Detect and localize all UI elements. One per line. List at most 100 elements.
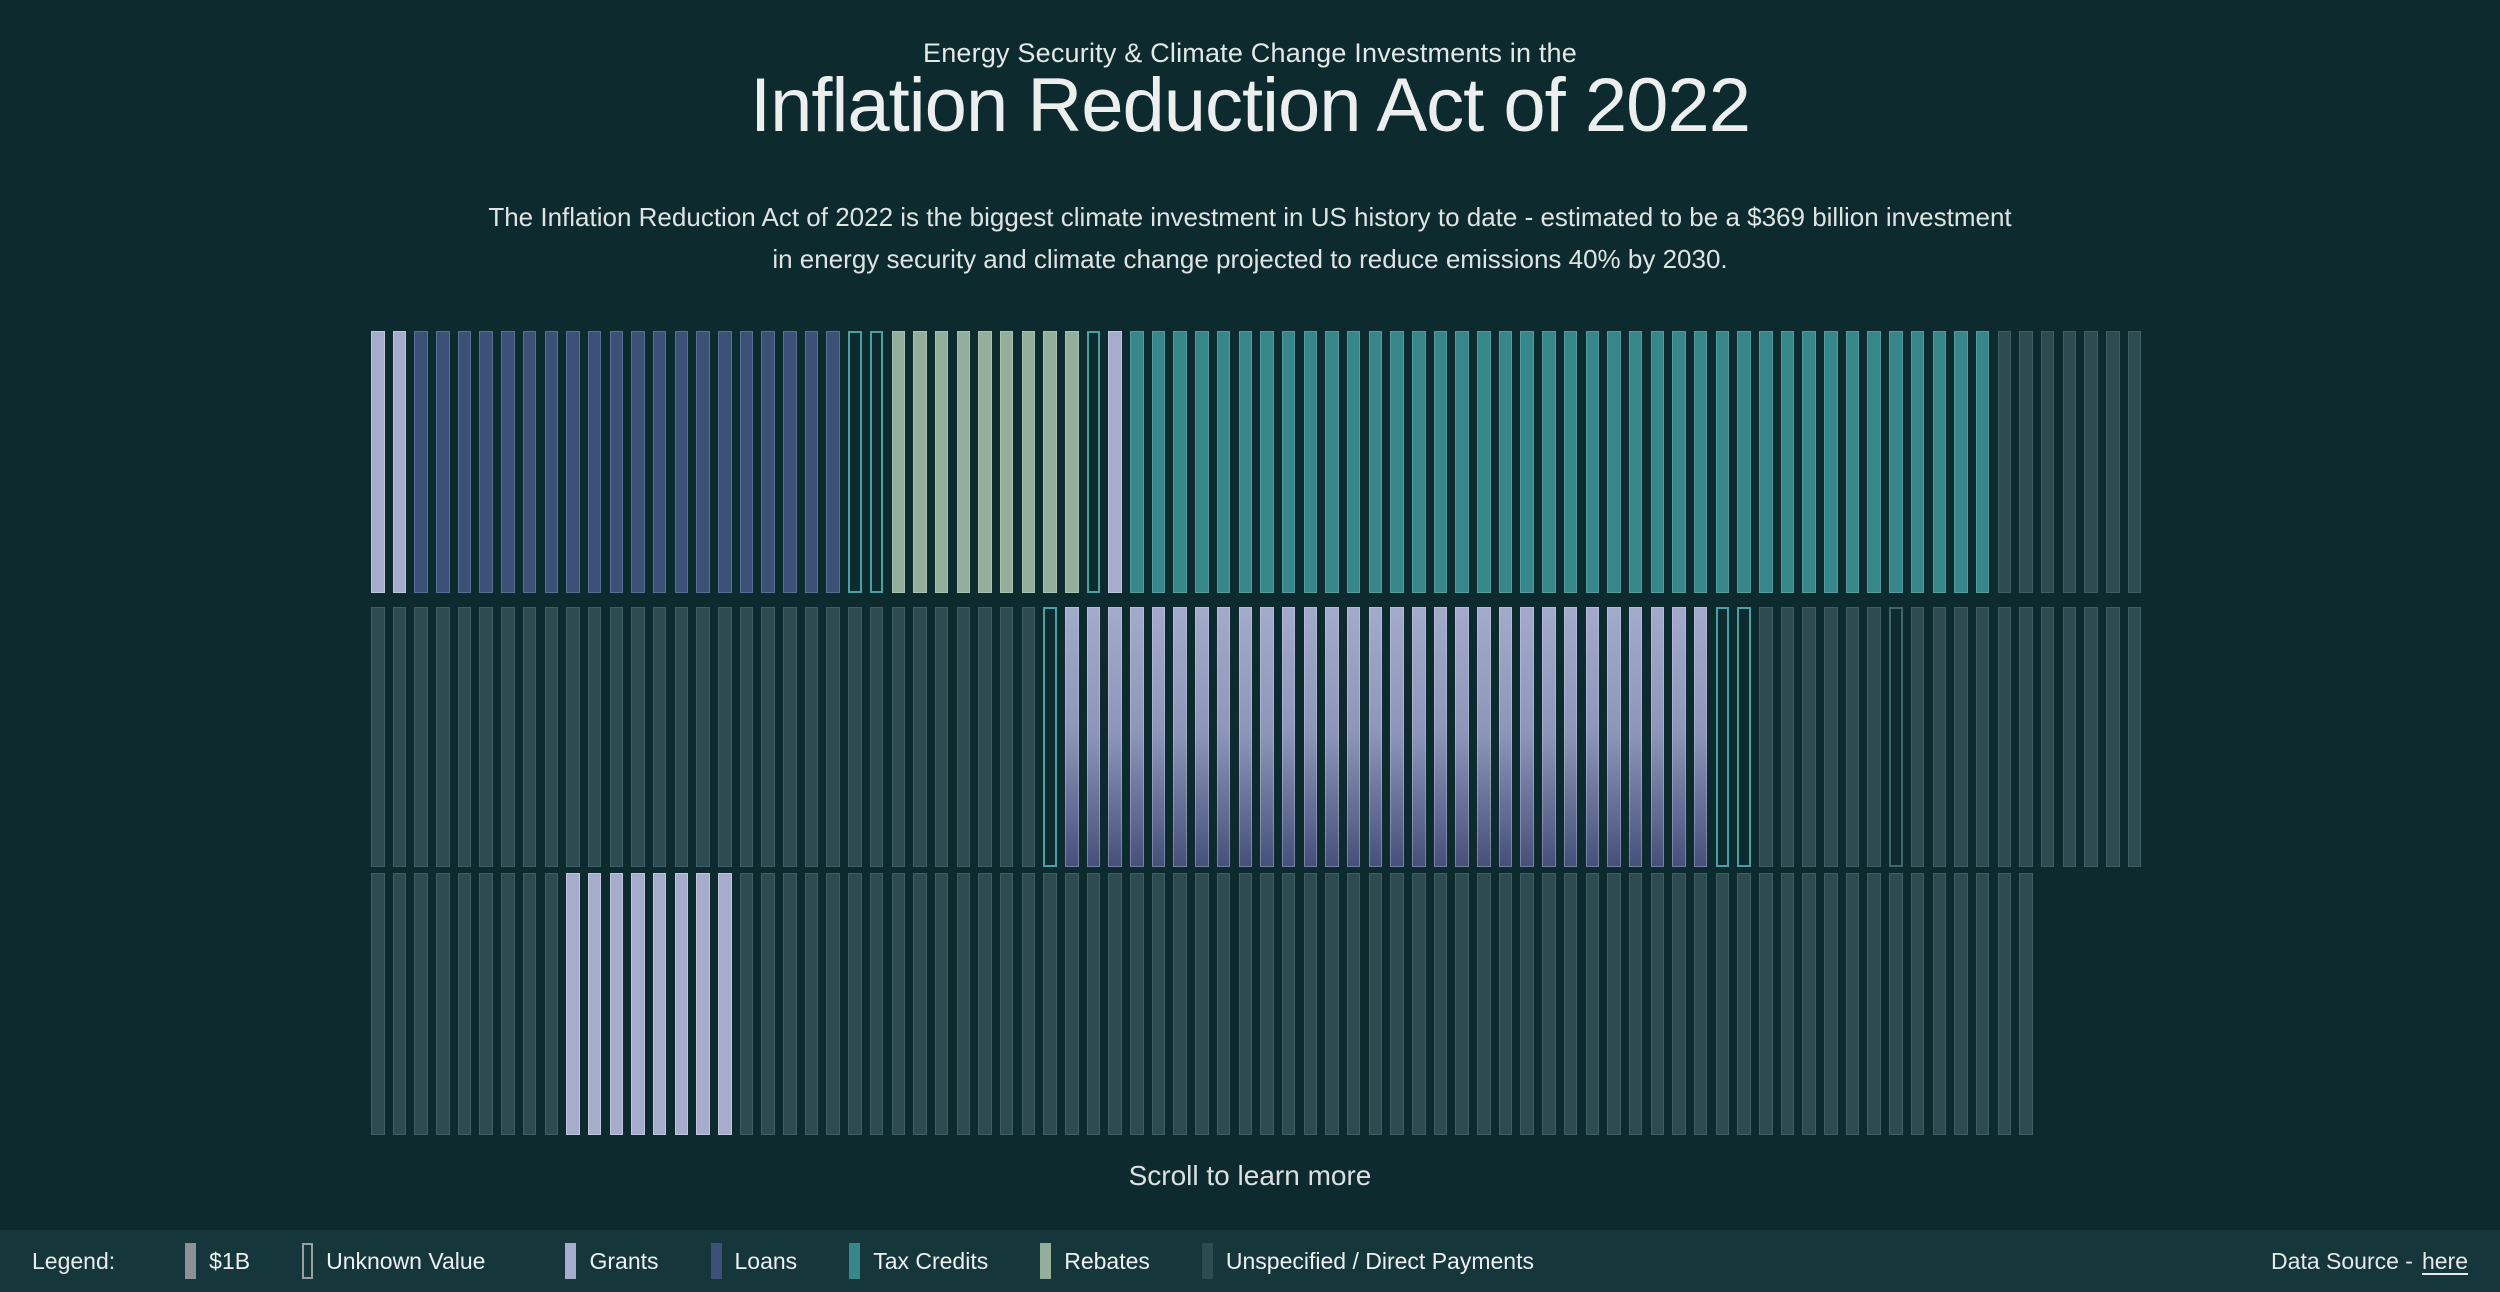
bar-tax_credits[interactable]: [1260, 331, 1274, 593]
bar-grants[interactable]: [371, 331, 385, 593]
bar-loans[interactable]: [587, 331, 602, 593]
bar-tax_credits[interactable]: [1173, 331, 1187, 593]
bar-tax_credits[interactable]: [1325, 331, 1339, 593]
bar-unspecified[interactable]: [1910, 873, 1925, 1135]
bar-grants_gradient[interactable]: [1520, 607, 1534, 867]
bar-tax_credits[interactable]: [1824, 331, 1838, 593]
bar-unspecified[interactable]: [2062, 607, 2077, 867]
bar-unspecified[interactable]: [1715, 873, 1730, 1135]
bar-unspecified[interactable]: [2040, 331, 2055, 593]
bar-loans[interactable]: [696, 331, 710, 593]
bar-unspecified[interactable]: [2106, 331, 2120, 593]
bar-unspecified[interactable]: [1759, 607, 1773, 867]
bar-unspecified[interactable]: [1455, 873, 1469, 1135]
bar-unspecified[interactable]: [1932, 873, 1946, 1135]
bar-unspecified[interactable]: [739, 873, 754, 1135]
bar-unspecified[interactable]: [826, 873, 840, 1135]
bar-unspecified[interactable]: [804, 607, 819, 867]
bar-tax_credits[interactable]: [1954, 331, 1968, 593]
bar-unspecified[interactable]: [999, 873, 1014, 1135]
bar-unspecified[interactable]: [2106, 607, 2120, 867]
bar-unspecified[interactable]: [2040, 607, 2055, 867]
bar-tax_credits[interactable]: [1195, 331, 1209, 593]
bar-unspecified[interactable]: [479, 873, 493, 1135]
bar-unspecified[interactable]: [1065, 873, 1079, 1135]
bar-unspecified[interactable]: [891, 873, 905, 1135]
bar-unspecified[interactable]: [457, 607, 472, 867]
bar-tax_credits[interactable]: [1628, 331, 1643, 593]
bar-loans[interactable]: [783, 331, 797, 593]
bar-loans[interactable]: [826, 331, 840, 593]
bar-loans[interactable]: [522, 331, 537, 593]
bar-grants_gradient[interactable]: [1693, 607, 1708, 867]
bar-unspecified[interactable]: [1021, 607, 1036, 867]
bar-unspecified[interactable]: [1542, 873, 1556, 1135]
bar-tax_credits[interactable]: [1520, 331, 1534, 593]
bar-loans[interactable]: [544, 331, 558, 593]
bar-grants[interactable]: [566, 873, 580, 1135]
bar-unspecified[interactable]: [544, 607, 558, 867]
bar-unspecified[interactable]: [1975, 873, 1990, 1135]
bar-unspecified[interactable]: [1780, 873, 1795, 1135]
bar-grants_gradient[interactable]: [1281, 607, 1296, 867]
bar-tax_credits[interactable]: [1672, 331, 1686, 593]
bar-grants_gradient[interactable]: [1498, 607, 1513, 867]
bar-unspecified[interactable]: [1390, 873, 1404, 1135]
bar-tax_credits[interactable]: [1585, 331, 1599, 593]
bar-grants_gradient[interactable]: [1563, 607, 1578, 867]
bar-unspecified[interactable]: [674, 607, 689, 867]
bar-unspecified[interactable]: [522, 607, 537, 867]
bar-tax_credits[interactable]: [1477, 331, 1491, 593]
bar-unspecified[interactable]: [1650, 873, 1665, 1135]
bar-grants[interactable]: [392, 331, 407, 593]
bar-rebates[interactable]: [934, 331, 949, 593]
bar-unspecified[interactable]: [1238, 873, 1252, 1135]
bar-tax_credits[interactable]: [1390, 331, 1404, 593]
bar-loans[interactable]: [609, 331, 624, 593]
bar-loans[interactable]: [414, 331, 428, 593]
bar-unspecified[interactable]: [436, 607, 450, 867]
bar-unspecified[interactable]: [457, 873, 472, 1135]
bar-grants[interactable]: [631, 873, 645, 1135]
bar-grants_gradient[interactable]: [1477, 607, 1491, 867]
bar-grants_gradient[interactable]: [1346, 607, 1361, 867]
bar-unspecified[interactable]: [934, 607, 949, 867]
bar-unspecified[interactable]: [631, 607, 645, 867]
bar-unspecified[interactable]: [1216, 873, 1231, 1135]
bar-unspecified[interactable]: [1043, 873, 1057, 1135]
bar-loans[interactable]: [566, 331, 580, 593]
bar-unspecified[interactable]: [1021, 873, 1036, 1135]
bar-tax_credits[interactable]: [1498, 331, 1513, 593]
bar-unspecified[interactable]: [2084, 607, 2098, 867]
bar-unspecified[interactable]: [978, 873, 992, 1135]
bar-unspecified[interactable]: [1303, 873, 1318, 1135]
bar-unspecified[interactable]: [1477, 873, 1491, 1135]
bar-unspecified[interactable]: [1086, 873, 1101, 1135]
bar-tax_credits[interactable]: [1802, 331, 1816, 593]
bar-rebates[interactable]: [956, 331, 971, 593]
bar-unspecified[interactable]: [783, 873, 797, 1135]
bar-unspecified[interactable]: [1173, 873, 1187, 1135]
bar-rebates[interactable]: [978, 331, 992, 593]
bar-unspecified[interactable]: [1845, 607, 1860, 867]
bar-tax_credits[interactable]: [1910, 331, 1925, 593]
bar-unspecified[interactable]: [2019, 607, 2033, 867]
bar-unspecified[interactable]: [566, 607, 580, 867]
bar-unspecified[interactable]: [501, 873, 515, 1135]
bar-unspecified[interactable]: [1520, 873, 1534, 1135]
bar-tax_credits[interactable]: [1151, 331, 1166, 593]
bar-unspecified[interactable]: [1802, 873, 1816, 1135]
bar-tax_credits[interactable]: [1737, 331, 1751, 593]
bar-unspecified[interactable]: [2084, 331, 2098, 593]
bar-unspecified[interactable]: [1368, 873, 1383, 1135]
bar-grants_gradient[interactable]: [1130, 607, 1144, 867]
bar-loans[interactable]: [674, 331, 689, 593]
bar-unspecified[interactable]: [1412, 873, 1426, 1135]
bar-unspecified[interactable]: [1997, 607, 2012, 867]
bar-unspecified[interactable]: [414, 607, 428, 867]
bar-tax_credits_unknown[interactable]: [1043, 607, 1057, 867]
bar-tax_credits[interactable]: [1346, 331, 1361, 593]
bar-tax_credits_unknown[interactable]: [869, 331, 884, 593]
bar-rebates[interactable]: [1021, 331, 1036, 593]
bar-tax_credits_unknown[interactable]: [848, 331, 862, 593]
